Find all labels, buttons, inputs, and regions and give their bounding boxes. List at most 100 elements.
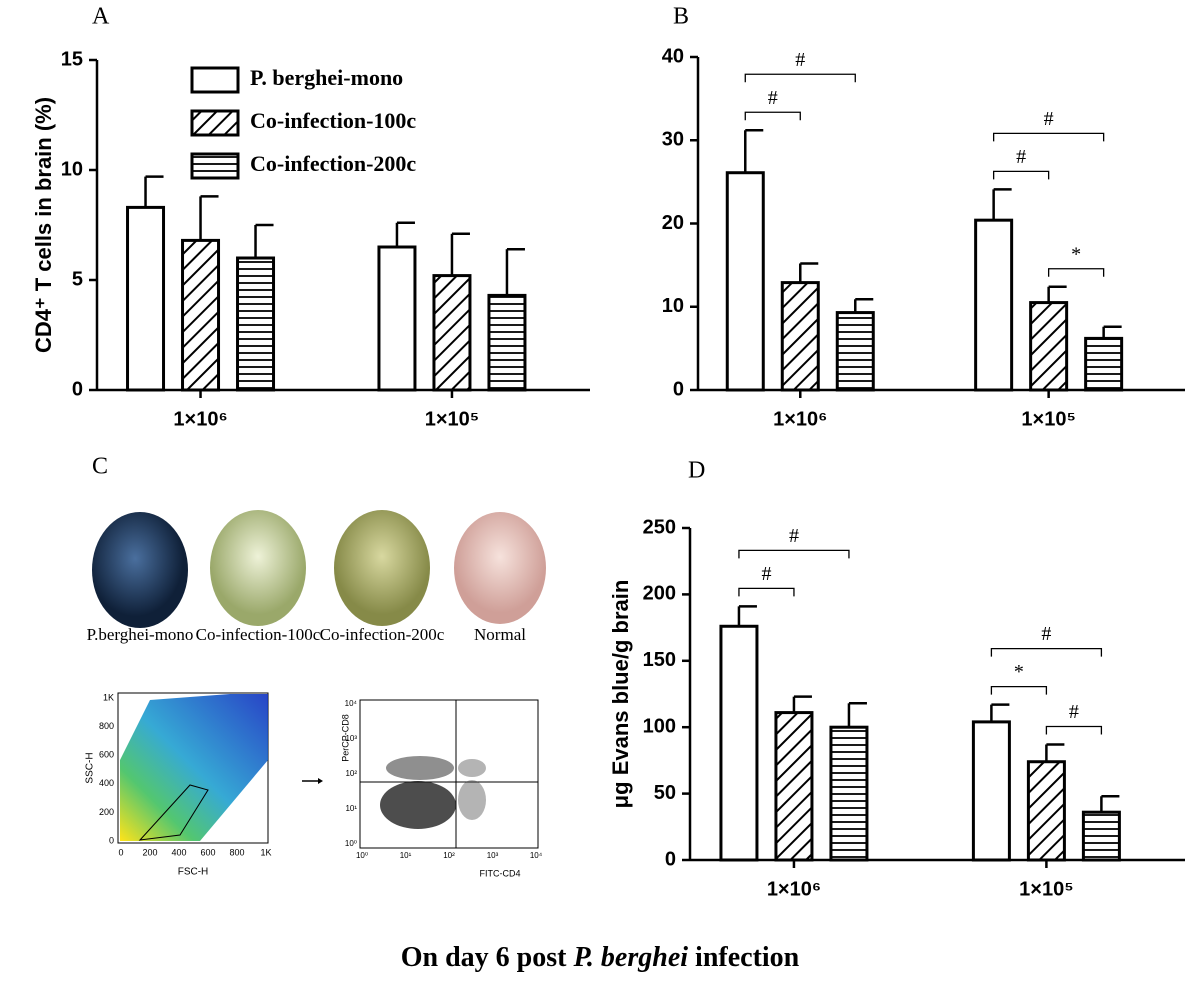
bar (829, 725, 869, 862)
brain-photo (334, 510, 430, 626)
brain-caption: P.berghei-mono (87, 625, 194, 644)
y-tick-label: 50 (654, 782, 676, 804)
bar (774, 711, 814, 862)
panel-label: A (92, 4, 110, 30)
flow-tick: 10³ (487, 851, 499, 860)
brain-photo (92, 512, 188, 628)
bar (236, 256, 276, 392)
y-tick-label: 5 (72, 268, 83, 290)
flow-tick: 400 (99, 778, 114, 788)
legend-label: Co-infection-200c (250, 151, 416, 176)
y-axis-label: μg Evans blue/g brain (608, 580, 633, 809)
significance-bracket (738, 549, 850, 559)
significance-bracket (1047, 268, 1105, 277)
y-tick-label: 0 (673, 378, 684, 400)
x-tick-label: 1×10⁶ (767, 878, 821, 900)
flow-tick: 10⁰ (345, 839, 357, 848)
y-tick-label: 10 (61, 158, 83, 180)
flow-cluster (386, 756, 454, 780)
y-tick-label: 100 (643, 715, 676, 737)
bar (432, 274, 472, 392)
significance-bracket (990, 685, 1048, 695)
legend-label: P. berghei-mono (250, 65, 403, 90)
panel-label: D (688, 458, 705, 484)
bar (1081, 810, 1121, 862)
flow-tick: 10² (345, 769, 357, 778)
brain-photo (210, 510, 306, 626)
brain-caption: Normal (474, 625, 526, 644)
bar (974, 218, 1014, 392)
y-tick-label: 200 (643, 583, 676, 605)
significance-label: # (761, 563, 771, 585)
y-tick-label: 250 (643, 516, 676, 538)
y-tick-label: 20 (662, 212, 684, 234)
flow-cluster (458, 759, 486, 777)
flow-cluster (380, 781, 456, 829)
flow-tick: 0 (118, 847, 123, 857)
bar (126, 205, 166, 392)
x-tick-label: 1×10⁵ (1019, 878, 1073, 900)
y-tick-label: 150 (643, 649, 676, 671)
panel-label: B (673, 4, 689, 30)
flow-tick: 600 (99, 750, 114, 760)
significance-bracket (990, 647, 1103, 657)
footer-part: On day 6 post (401, 942, 574, 973)
legend-swatch (190, 66, 240, 94)
flow-tick: 0 (109, 835, 114, 845)
brain-photo (454, 512, 546, 624)
brain-caption: Co-infection-200c (320, 625, 445, 644)
bar (725, 171, 765, 392)
flow-y-label: SSC-H (85, 752, 96, 783)
panel-label: C (92, 454, 108, 480)
flow-tick: 400 (171, 847, 186, 857)
flow-tick: 10¹ (400, 851, 412, 860)
significance-bracket (744, 73, 856, 83)
bar (181, 238, 221, 392)
y-axis-label: CD4⁺ T cells in brain (%) (31, 97, 56, 353)
flow-x-label: FSC-H (178, 867, 209, 878)
bar (1026, 760, 1066, 862)
flow-tick: 10² (443, 851, 455, 860)
y-tick-label: 40 (662, 45, 684, 67)
y-tick-label: 0 (72, 378, 83, 400)
y-tick-label: 30 (662, 129, 684, 151)
significance-label: * (1071, 243, 1081, 265)
flow-x-label: FITC-CD4 (480, 868, 521, 878)
x-tick-label: 1×10⁵ (425, 408, 479, 430)
bar (835, 311, 875, 392)
x-tick-label: 1×10⁶ (173, 408, 227, 430)
y-tick-label: 10 (662, 295, 684, 317)
significance-bracket (992, 132, 1105, 142)
bar (971, 720, 1011, 862)
flow-tick: 10⁰ (356, 851, 368, 860)
flow-tick: 800 (99, 721, 114, 731)
flow-gate (138, 784, 209, 841)
bar (1029, 301, 1069, 392)
flow-cluster (458, 780, 486, 820)
flow-tick: 200 (99, 807, 114, 817)
significance-label: # (795, 49, 805, 71)
arrow-head (318, 778, 323, 784)
bar (1084, 336, 1124, 392)
flow-density (120, 694, 268, 841)
significance-bracket (738, 587, 795, 597)
flow-y-label: PerCP-CD8 (340, 714, 350, 762)
significance-label: # (1041, 623, 1051, 645)
x-tick-label: 1×10⁶ (773, 408, 827, 430)
significance-label: * (1014, 661, 1024, 683)
significance-label: # (1069, 701, 1079, 723)
y-tick-label: 0 (665, 848, 676, 870)
footer-part: P. berghei (572, 942, 688, 973)
significance-label: # (789, 525, 799, 547)
bar (487, 293, 527, 392)
significance-label: # (1016, 146, 1026, 168)
significance-label: # (1044, 108, 1054, 130)
significance-label: # (768, 87, 778, 109)
flow-tick: 10⁴ (530, 851, 543, 860)
significance-bracket (992, 170, 1050, 180)
flow-tick: 1K (260, 847, 271, 857)
bar (377, 245, 417, 392)
flow-tick: 200 (142, 847, 157, 857)
